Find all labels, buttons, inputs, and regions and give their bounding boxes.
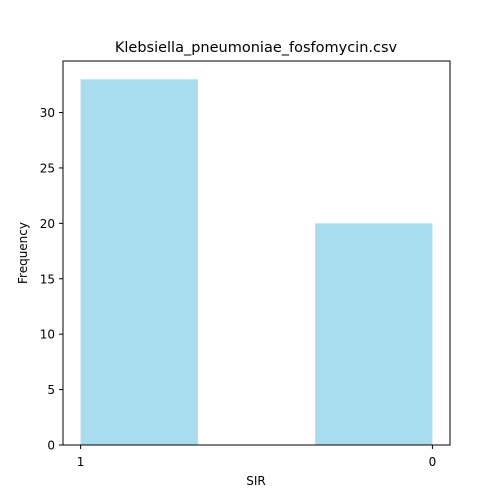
- y-tick-label: 20: [40, 217, 55, 231]
- y-tick-label: 10: [40, 328, 55, 342]
- y-axis-label: Frequency: [16, 222, 30, 284]
- y-tick-label: 5: [47, 383, 55, 397]
- y-tick-label: 30: [40, 106, 55, 120]
- x-tick-label: 0: [429, 455, 437, 469]
- y-tick-label: 0: [47, 439, 55, 453]
- x-axis-label: SIR: [246, 474, 266, 488]
- y-tick-label: 15: [40, 272, 55, 286]
- histogram-bar-1: [315, 223, 433, 445]
- histogram-bar-0: [80, 79, 198, 446]
- y-axis: 0 5 10 15 20 25 30: [40, 106, 63, 453]
- bars-layer: [80, 79, 433, 446]
- x-tick-label: 1: [77, 455, 85, 469]
- y-tick-label: 25: [40, 161, 55, 175]
- chart-title: Klebsiella_pneumoniae_fosfomycin.csv: [115, 40, 398, 56]
- plot-frame: [62, 60, 451, 446]
